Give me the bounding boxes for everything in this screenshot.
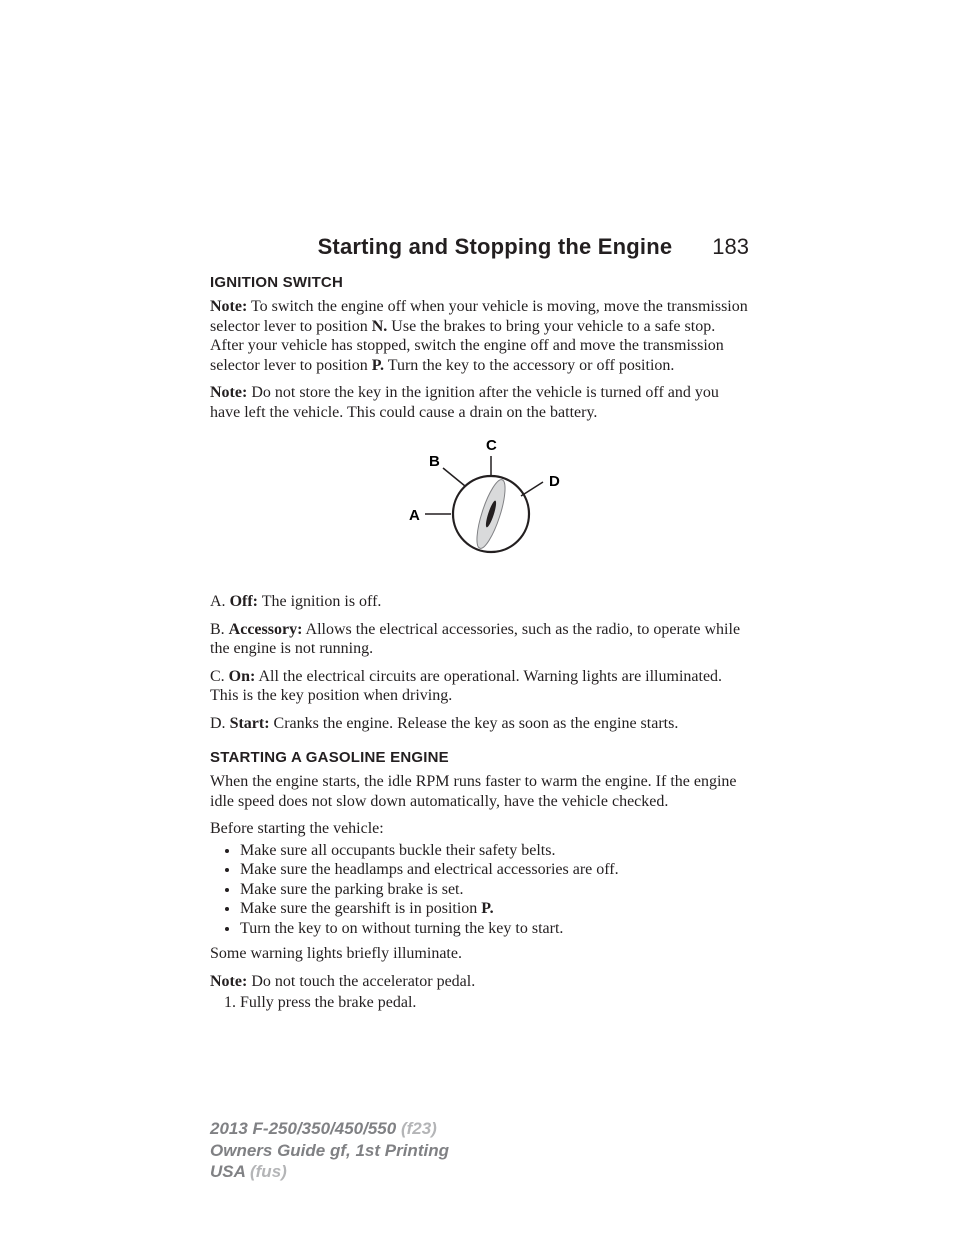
- before-starting-label: Before starting the vehicle:: [210, 819, 751, 839]
- footer-model: 2013 F-250/350/450/550: [210, 1119, 396, 1138]
- warning-lights-text: Some warning lights briefly illuminate.: [210, 944, 751, 964]
- list-item-text: Make sure the gearshift is in position: [240, 900, 481, 917]
- footer-line-1: 2013 F-250/350/450/550 (f23): [210, 1118, 449, 1140]
- note-text: Turn the key to the accessory or off pos…: [384, 357, 674, 374]
- ignition-diagram: A B C D: [210, 434, 751, 574]
- pos-text: Cranks the engine. Release the key as so…: [270, 715, 679, 732]
- note-text: Do not store the key in the ignition aft…: [210, 384, 719, 421]
- footer-region: USA: [210, 1162, 245, 1181]
- diagram-label-b: B: [429, 453, 440, 470]
- pointer-b: [443, 468, 465, 486]
- diagram-label-d: D: [549, 473, 560, 490]
- note-text: Do not touch the accelerator pedal.: [247, 973, 475, 990]
- document-page: Starting and Stopping the Engine 183 IGN…: [0, 0, 954, 1235]
- footer-code: (f23): [396, 1119, 437, 1138]
- pointer-d: [521, 482, 543, 496]
- note-label: Note:: [210, 973, 247, 990]
- pos-prefix: D.: [210, 715, 230, 732]
- section-heading-starting: STARTING A GASOLINE ENGINE: [210, 749, 751, 766]
- list-item-bold-p: P.: [481, 900, 493, 917]
- page-header: Starting and Stopping the Engine 183: [210, 234, 751, 260]
- pre-start-checklist: Make sure all occupants buckle their saf…: [210, 841, 751, 939]
- pos-bold: Start:: [230, 715, 270, 732]
- note-label: Note:: [210, 384, 247, 401]
- ignition-note-2: Note: Do not store the key in the igniti…: [210, 383, 751, 422]
- note-bold-p: P.: [372, 357, 384, 374]
- footer-line-2: Owners Guide gf, 1st Printing: [210, 1140, 449, 1162]
- page-number: 183: [712, 234, 749, 260]
- note-accelerator: Note: Do not touch the accelerator pedal…: [210, 972, 751, 992]
- position-b: B. Accessory: Allows the electrical acce…: [210, 620, 751, 659]
- footer-line-3: USA (fus): [210, 1161, 449, 1183]
- section-heading-ignition: IGNITION SWITCH: [210, 274, 751, 291]
- starting-intro: When the engine starts, the idle RPM run…: [210, 772, 751, 811]
- pos-text: All the electrical circuits are operatio…: [210, 668, 722, 705]
- step-item: Fully press the brake pedal.: [240, 993, 751, 1013]
- list-item: Make sure the parking brake is set.: [240, 880, 751, 900]
- position-c: C. On: All the electrical circuits are o…: [210, 667, 751, 706]
- chapter-title: Starting and Stopping the Engine: [318, 234, 673, 260]
- list-item: Make sure the headlamps and electrical a…: [240, 860, 751, 880]
- list-item: Make sure all occupants buckle their saf…: [240, 841, 751, 861]
- diagram-label-c: C: [486, 437, 497, 454]
- start-steps: Fully press the brake pedal.: [210, 993, 751, 1013]
- ignition-switch-diagram-svg: A B C D: [371, 434, 591, 574]
- list-item: Turn the key to on without turning the k…: [240, 919, 751, 939]
- pos-bold: Accessory:: [229, 621, 303, 638]
- position-d: D. Start: Cranks the engine. Release the…: [210, 714, 751, 734]
- page-footer: 2013 F-250/350/450/550 (f23) Owners Guid…: [210, 1118, 449, 1183]
- pos-prefix: A.: [210, 593, 230, 610]
- list-item: Make sure the gearshift is in position P…: [240, 899, 751, 919]
- pos-text: The ignition is off.: [258, 593, 381, 610]
- position-a: A. Off: The ignition is off.: [210, 592, 751, 612]
- diagram-label-a: A: [409, 507, 420, 524]
- footer-region-code: (fus): [245, 1162, 287, 1181]
- note-bold-n: N.: [372, 318, 388, 335]
- pos-bold: Off:: [230, 593, 258, 610]
- pos-prefix: C.: [210, 668, 229, 685]
- note-label: Note:: [210, 298, 247, 315]
- ignition-note-1: Note: To switch the engine off when your…: [210, 297, 751, 375]
- pos-prefix: B.: [210, 621, 229, 638]
- pos-bold: On:: [229, 668, 256, 685]
